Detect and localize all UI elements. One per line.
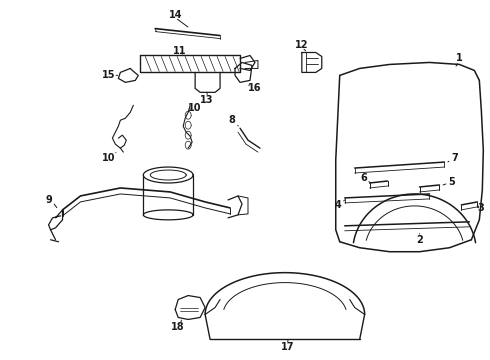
Text: 14: 14: [169, 10, 182, 20]
Text: 5: 5: [448, 177, 455, 187]
Text: 7: 7: [451, 153, 458, 163]
Text: 6: 6: [360, 173, 367, 183]
Text: 8: 8: [229, 115, 236, 125]
Text: 4: 4: [334, 200, 341, 210]
Text: 12: 12: [295, 40, 309, 50]
Text: 1: 1: [456, 54, 463, 63]
Text: 15: 15: [101, 71, 115, 80]
Text: 11: 11: [173, 45, 187, 55]
Text: 10: 10: [101, 153, 115, 163]
Text: 13: 13: [200, 95, 214, 105]
Text: 16: 16: [248, 84, 262, 93]
Text: 9: 9: [45, 195, 52, 205]
Text: 10: 10: [188, 103, 202, 113]
Text: 18: 18: [172, 323, 185, 332]
Text: 17: 17: [281, 342, 294, 352]
Text: 2: 2: [416, 235, 423, 245]
Text: 3: 3: [477, 203, 484, 213]
